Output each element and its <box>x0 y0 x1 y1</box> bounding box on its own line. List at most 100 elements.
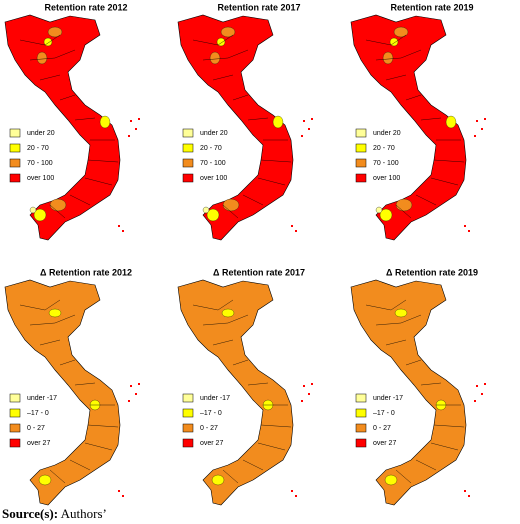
legend-swatch <box>182 128 194 138</box>
island <box>128 135 130 137</box>
island <box>291 490 293 492</box>
map-title: Retention rate 2012 <box>44 2 127 12</box>
island <box>464 490 466 492</box>
legend-label: over 27 <box>200 440 223 447</box>
legend-swatch <box>9 408 21 418</box>
map-title: Retention rate 2019 <box>390 2 473 12</box>
legend-swatch <box>355 173 367 183</box>
map-panel: Retention rate 2019 under 20 20 - 70 70 - 1… <box>350 2 486 241</box>
island <box>464 225 466 227</box>
island <box>130 385 132 387</box>
region-patch <box>379 208 393 222</box>
legend-swatch <box>182 158 194 168</box>
legend-label: –17 - 0 <box>373 410 395 417</box>
legend-swatch <box>9 438 21 448</box>
legend-label: 0 - 27 <box>27 425 45 432</box>
island <box>481 393 483 395</box>
region-patch <box>389 37 399 47</box>
map-title: Δ Retention rate 2019 <box>386 267 478 277</box>
legend-label: 20 - 70 <box>373 145 395 152</box>
legend-label: 0 - 27 <box>200 425 218 432</box>
region-patch <box>222 198 240 212</box>
legend-swatch <box>9 128 21 138</box>
province-borders <box>365 299 465 484</box>
island <box>468 230 470 232</box>
map-title: Retention rate 2017 <box>217 2 300 12</box>
legend-label: 70 - 100 <box>373 160 399 167</box>
island <box>128 400 130 402</box>
legend-label: under 20 <box>373 130 401 137</box>
legend-label: 70 - 100 <box>200 160 226 167</box>
country-shape <box>177 14 294 241</box>
island <box>476 385 478 387</box>
legend-label: 0 - 27 <box>373 425 391 432</box>
island <box>476 120 478 122</box>
province-borders <box>365 34 465 219</box>
island <box>291 225 293 227</box>
legend-label: over 27 <box>27 440 50 447</box>
island <box>484 118 486 120</box>
legend-swatch <box>182 438 194 448</box>
legend-label: under -17 <box>373 395 403 402</box>
island <box>474 135 476 137</box>
legend-swatch <box>182 408 194 418</box>
legend-label: –17 - 0 <box>27 410 49 417</box>
island <box>138 118 140 120</box>
legend-swatch <box>9 158 21 168</box>
legend-swatch <box>182 423 194 433</box>
legend-label: over 100 <box>200 175 227 182</box>
region-patch <box>445 115 457 129</box>
map-title: Δ Retention rate 2012 <box>40 267 132 277</box>
source-note: Source(s): Authors’ <box>2 506 107 521</box>
legend-swatch <box>355 393 367 403</box>
country-shape <box>350 279 467 506</box>
region-patch <box>221 308 235 318</box>
region-patch <box>382 51 394 65</box>
legend-swatch <box>9 143 21 153</box>
region-patch <box>47 26 63 38</box>
legend-swatch <box>355 143 367 153</box>
island <box>484 383 486 385</box>
region-patch <box>48 308 62 318</box>
legend-swatch <box>355 408 367 418</box>
map-panel: Δ Retention rate 2012 under -17 –17 - 0 0 -… <box>4 267 140 506</box>
island <box>118 490 120 492</box>
region-patch <box>375 206 383 214</box>
island <box>481 128 483 130</box>
legend-label: 20 - 70 <box>200 145 222 152</box>
map-panel: Retention rate 2017 under 20 20 - 70 70 - 1… <box>177 2 313 241</box>
legend-label: over 100 <box>27 175 54 182</box>
legend-label: over 100 <box>373 175 400 182</box>
region-patch <box>33 208 47 222</box>
island <box>295 495 297 497</box>
map-title: Δ Retention rate 2017 <box>213 267 305 277</box>
region-patch <box>38 474 52 486</box>
island <box>303 385 305 387</box>
province-borders <box>192 34 292 219</box>
region-patch <box>99 115 111 129</box>
island <box>130 120 132 122</box>
island <box>295 230 297 232</box>
legend-label: –17 - 0 <box>200 410 222 417</box>
map-panel: Δ Retention rate 2017 under -17 –17 - 0 0 -… <box>177 267 313 506</box>
source-label: Source(s): <box>2 506 58 521</box>
island <box>135 128 137 130</box>
legend-label: 70 - 100 <box>27 160 53 167</box>
region-patch <box>393 26 409 38</box>
province-borders <box>19 34 119 219</box>
legend-swatch <box>9 393 21 403</box>
island <box>301 400 303 402</box>
legend-swatch <box>182 143 194 153</box>
region-patch <box>384 474 398 486</box>
region-patch <box>395 198 413 212</box>
legend-swatch <box>355 128 367 138</box>
country-shape <box>177 279 294 506</box>
legend-swatch <box>9 173 21 183</box>
region-patch <box>206 208 220 222</box>
island <box>301 135 303 137</box>
legend-label: under -17 <box>200 395 230 402</box>
island <box>122 230 124 232</box>
legend-swatch <box>9 423 21 433</box>
province-borders <box>19 299 119 484</box>
country-shape <box>4 14 121 241</box>
